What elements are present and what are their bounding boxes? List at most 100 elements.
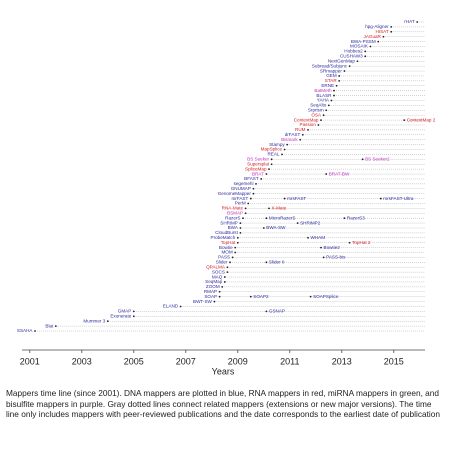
- mapper-label: CloudBurst: [215, 230, 238, 235]
- mapper-label: SeqMap: [205, 279, 223, 284]
- version-point: [309, 295, 312, 298]
- mapper-point: [286, 143, 289, 146]
- x-tick-label: 2007: [176, 356, 196, 366]
- version-label: BRAT-BW: [329, 171, 350, 176]
- mapper-label: RazerS: [225, 215, 240, 220]
- mapper-label: SeqAlto: [310, 103, 327, 108]
- mapper-point: [265, 173, 268, 175]
- mapper-label: BFAST: [244, 176, 259, 181]
- mapper-point: [179, 305, 182, 308]
- mapper-point: [239, 232, 242, 234]
- mapper-point: [213, 300, 216, 303]
- mapper-point: [218, 290, 221, 293]
- version-label: SOAP2: [253, 294, 269, 299]
- x-tick-label: 2015: [384, 356, 404, 366]
- mapper-label: BatMeth: [314, 88, 332, 93]
- mapper-label: segemehl: [234, 181, 254, 186]
- mapper-point: [270, 158, 273, 161]
- mapper-point: [226, 266, 229, 269]
- version-label: Slider II: [269, 260, 285, 265]
- mapper-point: [327, 104, 330, 107]
- mapper-label: MOSAIK: [350, 44, 369, 49]
- mapper-point: [221, 285, 224, 288]
- mapper-label: RNA-Mate: [222, 206, 244, 211]
- mapper-point: [307, 129, 309, 131]
- x-tick-label: 2003: [72, 356, 92, 366]
- version-point: [379, 197, 382, 200]
- mapper-point: [252, 187, 255, 190]
- version-label: BS Seeker2: [365, 157, 390, 162]
- mapper-label: SOAP: [204, 294, 217, 299]
- mapper-point: [236, 236, 239, 239]
- mapper-label: SRmapper: [320, 68, 342, 73]
- mapper-label: SHRiMP: [220, 220, 238, 225]
- version-point: [265, 261, 268, 264]
- version-label: X-Mate: [272, 206, 287, 211]
- version-point: [348, 241, 351, 244]
- mapper-point: [369, 45, 372, 48]
- x-tick-label: 2011: [280, 356, 299, 366]
- mapper-point: [106, 320, 109, 323]
- mapper-label: ProbeMatch: [211, 235, 236, 240]
- mapper-point: [234, 246, 237, 249]
- version-label: WHAM: [311, 235, 326, 240]
- mapper-label: SOCS: [212, 269, 225, 274]
- mapper-point: [218, 295, 221, 298]
- version-point: [403, 119, 406, 121]
- x-axis-title: Years: [212, 366, 235, 376]
- version-label: BWA-SW: [266, 225, 286, 230]
- mapper-label: hpg-Aligner: [365, 24, 389, 29]
- mapper-point: [333, 89, 335, 92]
- mapper-point: [333, 94, 335, 97]
- mapper-label: PASS: [218, 255, 230, 260]
- mapper-point: [299, 138, 302, 141]
- mapper-label: CUSHAW3: [340, 54, 363, 59]
- mapper-label: Srprism: [308, 108, 324, 113]
- mapper-point: [34, 330, 36, 332]
- mapper-label: ERNE: [321, 83, 334, 88]
- mapper-label: Bowtie: [219, 245, 233, 250]
- version-point: [268, 207, 270, 210]
- mapper-label: MOM: [221, 250, 232, 255]
- mapper-label: BWT-SW: [193, 299, 213, 304]
- version-label: RazerS3: [347, 215, 365, 220]
- mapper-label: Mummer 3: [83, 318, 105, 323]
- mapper-label: GMAP: [118, 309, 132, 314]
- mapper-point: [132, 310, 135, 313]
- version-point: [296, 222, 299, 224]
- mapper-point: [356, 60, 359, 63]
- mapper-point: [283, 148, 286, 151]
- version-label: SOAPSplice: [313, 294, 339, 299]
- mapper-label: BS Seeker: [247, 157, 269, 162]
- mapper-label: STAR: [325, 78, 338, 83]
- mapper-label: Stampy: [269, 142, 285, 147]
- mapper-point: [390, 26, 393, 28]
- version-point: [320, 246, 322, 249]
- mapper-point: [244, 207, 247, 210]
- mapper-point: [390, 30, 393, 33]
- mapper-point: [416, 21, 419, 23]
- mapper-label: Subread/Subjunc: [312, 63, 348, 68]
- mapper-point: [330, 99, 333, 102]
- mapper-point: [54, 325, 57, 327]
- mapper-point: [247, 202, 250, 205]
- mapper-label: MAQ: [212, 274, 223, 279]
- mapper-label: PerM: [235, 201, 246, 206]
- x-tick-label: 2009: [228, 356, 248, 366]
- version-point: [265, 217, 268, 220]
- mapper-label: GNUMAP: [231, 186, 251, 191]
- mapper-point: [281, 153, 283, 156]
- mapper-label: GenomeMapper: [218, 191, 252, 196]
- mapper-label: OSA: [311, 112, 322, 117]
- version-point: [361, 158, 364, 161]
- mapper-point: [343, 70, 346, 72]
- mapper-label: SSAHA: [17, 328, 34, 333]
- mapper-label: REAL: [267, 152, 279, 157]
- mapper-label: Hobbes2: [344, 49, 363, 54]
- mapper-point: [242, 217, 244, 220]
- mapper-label: BLASR: [316, 93, 332, 98]
- x-tick-label: 2013: [332, 356, 352, 366]
- mapper-label: drFAST: [285, 132, 301, 137]
- version-point: [307, 236, 309, 239]
